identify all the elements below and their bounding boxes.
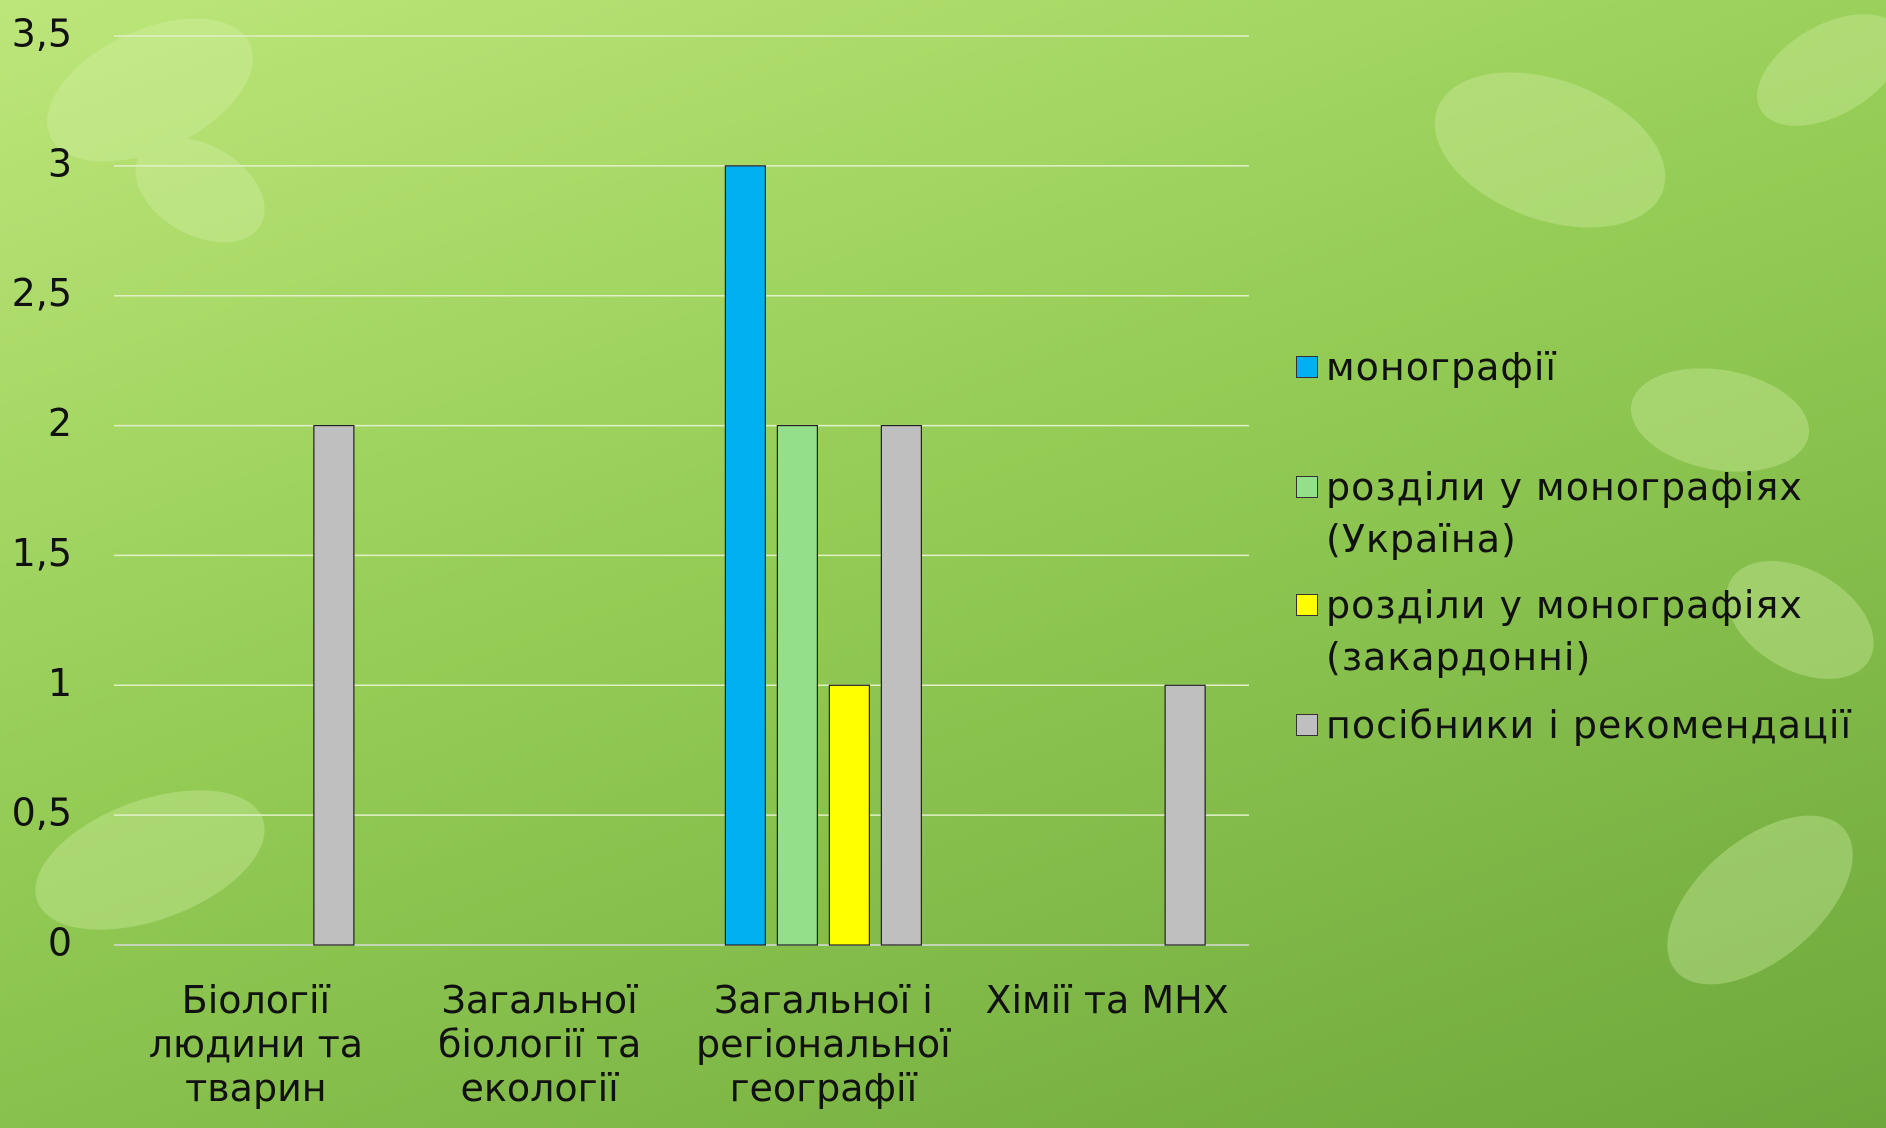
x-tick-label: Загальної біології та екології (437, 978, 642, 1110)
x-tick-label: Хімії та МНХ (985, 978, 1229, 1022)
y-tick-label: 2,5 (12, 271, 72, 315)
legend-label: посібники і рекомендації (1326, 703, 1853, 747)
legend-label: розділи у монографіях (закардонні) (1326, 583, 1803, 679)
legend-swatch (1296, 476, 1318, 498)
y-tick-label: 3 (48, 141, 72, 185)
bar (724, 165, 766, 946)
y-tick-label: 1 (48, 661, 72, 705)
bar (313, 424, 355, 946)
legend-item: монографії (1296, 341, 1557, 393)
legend-item: розділи у монографіях (Україна) (1296, 461, 1886, 565)
legend-swatch (1296, 594, 1318, 616)
legend-item: розділи у монографіях (закардонні) (1296, 579, 1886, 683)
bar (828, 684, 870, 946)
y-tick-label: 1,5 (12, 531, 72, 575)
legend-swatch (1296, 714, 1318, 736)
bar (880, 424, 922, 946)
y-tick-label: 2 (48, 401, 72, 445)
x-tick-label: Біології людини та тварин (148, 978, 364, 1110)
legend-label: монографії (1326, 345, 1557, 389)
y-tick-label: 0,5 (12, 791, 72, 835)
legend-swatch (1296, 356, 1318, 378)
y-tick-label: 3,5 (12, 12, 72, 56)
legend-item: посібники і рекомендації (1296, 699, 1852, 751)
bar (1164, 684, 1206, 946)
legend-label: розділи у монографіях (Україна) (1326, 465, 1803, 561)
y-tick-label: 0 (48, 921, 72, 965)
bar (776, 424, 818, 946)
x-tick-label: Загальної і регіональної географії (696, 978, 951, 1110)
